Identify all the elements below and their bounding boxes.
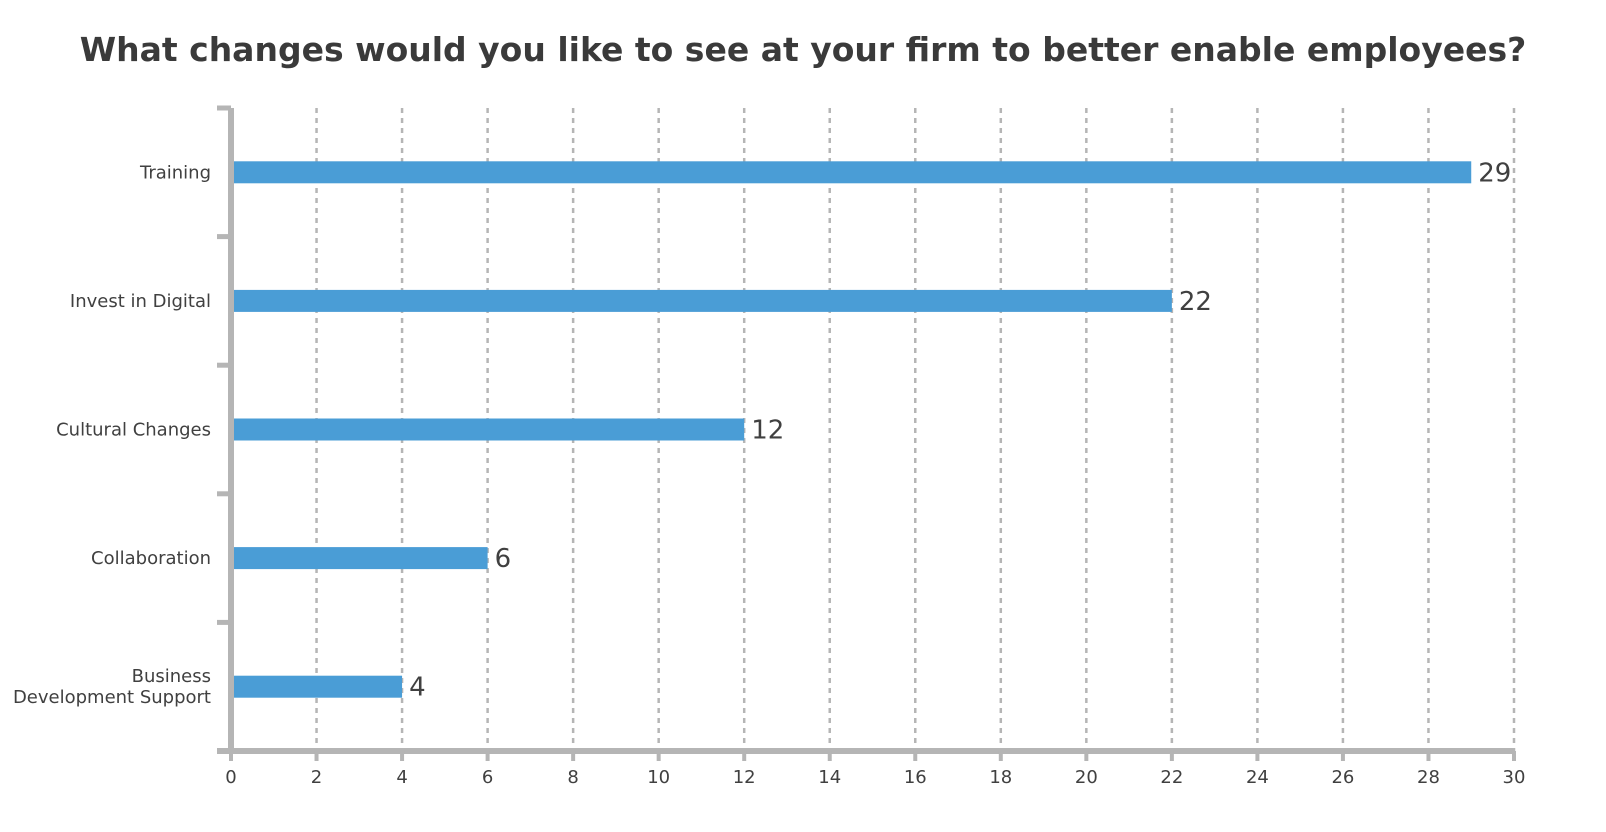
axes [217, 105, 1516, 761]
bars [234, 161, 1472, 698]
x-tick-label: 16 [904, 767, 927, 788]
category-label: Invest in Digital [70, 291, 211, 312]
category-label: Training [139, 162, 211, 183]
x-tick-label: 28 [1417, 767, 1440, 788]
x-tick-label: 22 [1160, 767, 1183, 788]
bar-business-development-support [234, 675, 403, 698]
data-label: 29 [1478, 158, 1511, 188]
x-tick-label: 14 [818, 767, 841, 788]
bar-cultural-changes [234, 418, 745, 441]
data-label: 6 [495, 544, 512, 574]
x-tick-label: 12 [733, 767, 756, 788]
bar-invest-in-digital [234, 289, 1172, 312]
x-tick-label: 2 [311, 767, 322, 788]
data-label: 12 [751, 416, 784, 446]
x-tick-label: 24 [1246, 767, 1269, 788]
x-tick-label: 10 [647, 767, 670, 788]
x-tick-label: 0 [225, 767, 236, 788]
data-label: 22 [1179, 287, 1212, 317]
x-tick-label: 4 [396, 767, 407, 788]
data-label: 4 [409, 673, 426, 703]
x-tick-label: 30 [1503, 767, 1526, 788]
x-tick-label: 6 [482, 767, 493, 788]
labels: 0 2 4 6 8 10 12 14 16 18 20 22 24 26 28 3029Training22I… [13, 158, 1526, 788]
category-label: Cultural Changes [56, 420, 211, 441]
x-tick-label: 18 [989, 767, 1012, 788]
category-label: Collaboration [91, 548, 211, 569]
chart-title: What changes would you like to see at yo… [79, 30, 1527, 69]
x-tick-label: 20 [1075, 767, 1098, 788]
bar-collaboration [234, 547, 488, 570]
bar-training [234, 161, 1472, 184]
category-label: Business Development Support [13, 666, 211, 708]
x-tick-label: 26 [1331, 767, 1354, 788]
x-tick-label: 8 [567, 767, 578, 788]
